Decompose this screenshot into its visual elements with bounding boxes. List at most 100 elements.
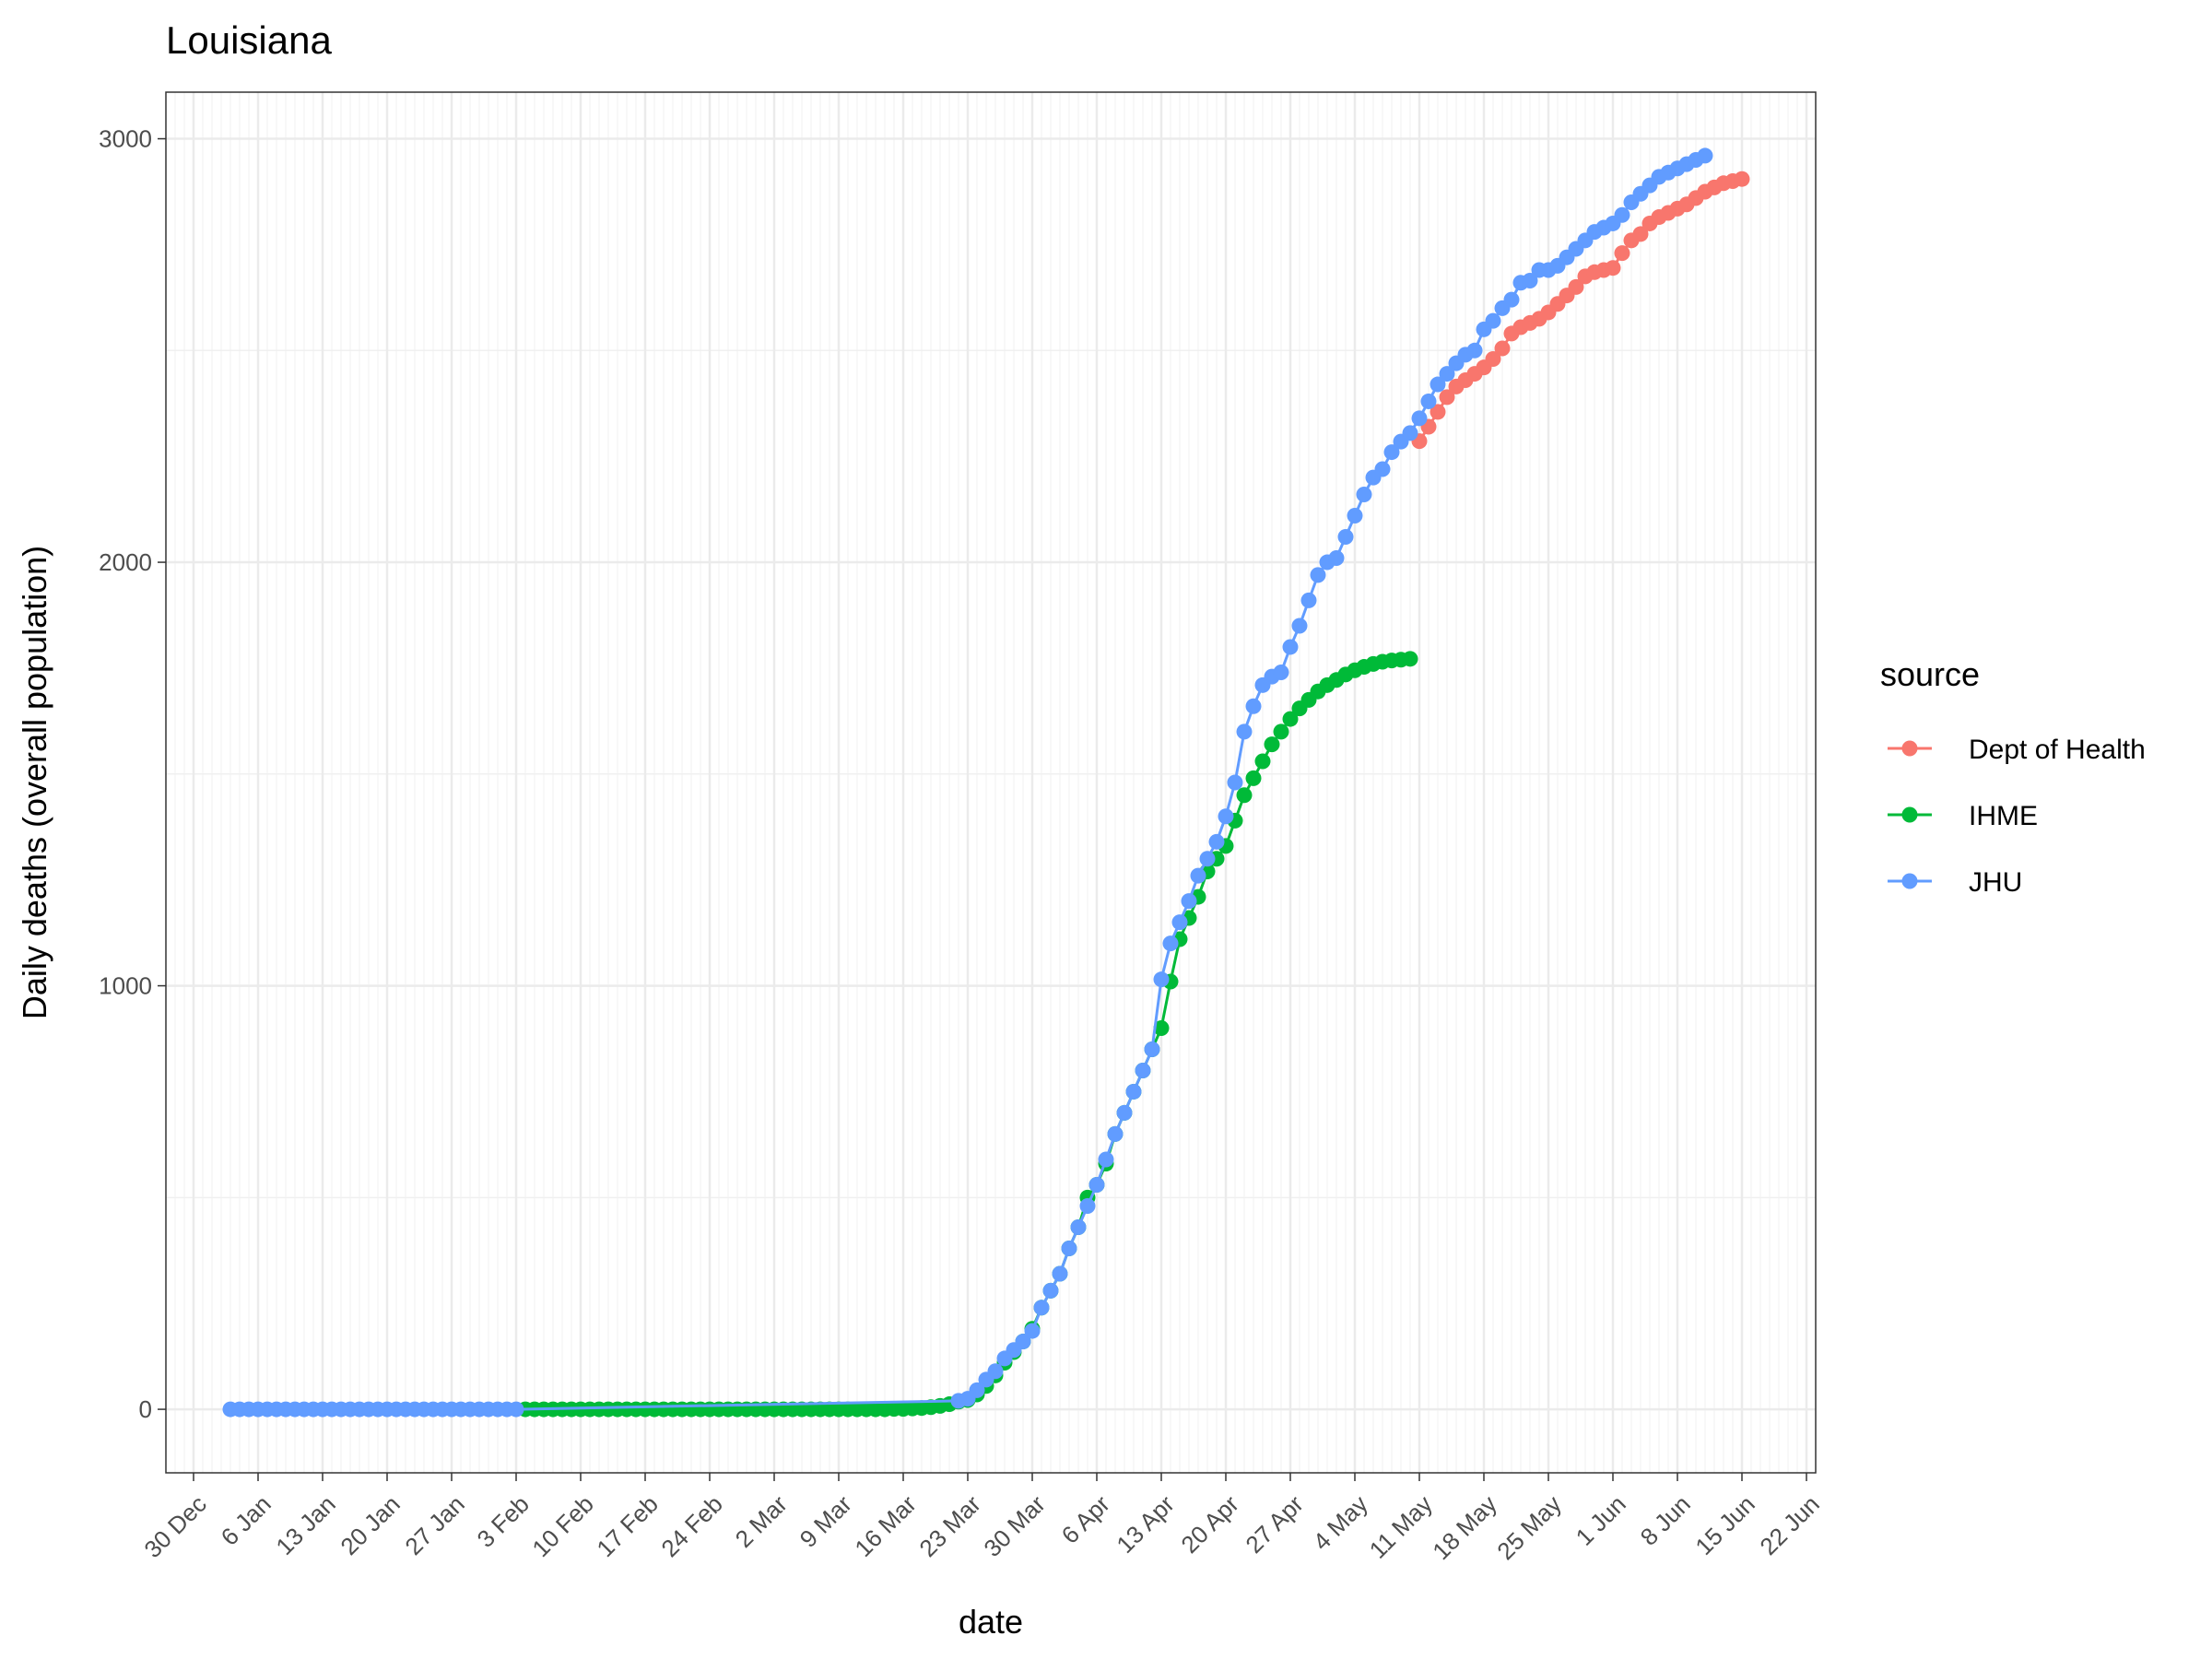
data-point [1236, 724, 1253, 740]
series-dept-of-health [1411, 171, 1750, 450]
y-tick-label: 1000 [99, 972, 152, 1000]
plot-border [165, 91, 1817, 1474]
data-point [1430, 376, 1446, 393]
data-point [1015, 1334, 1031, 1350]
x-tick-label: 22 Jun [1754, 1490, 1824, 1560]
x-tick-label: 27 Apr [1240, 1489, 1309, 1559]
data-point [1568, 278, 1584, 295]
x-tick-label: 30 Mar [978, 1489, 1051, 1562]
data-point [1697, 147, 1713, 164]
data-point [1033, 1300, 1050, 1316]
x-tick-label: 3 Feb [472, 1490, 535, 1553]
series-jhu [222, 147, 1713, 1418]
data-point [1208, 833, 1225, 850]
x-tick-label: 17 Feb [591, 1490, 663, 1562]
data-point [1347, 508, 1363, 524]
data-point [1254, 753, 1271, 770]
data-point [1236, 787, 1253, 804]
data-point [1485, 312, 1501, 329]
data-point [1485, 350, 1501, 367]
data-point [1245, 698, 1262, 714]
data-point [1162, 935, 1179, 952]
data-point [987, 1363, 1004, 1380]
major-gridlines [166, 92, 1816, 1473]
data-point [1430, 404, 1446, 420]
data-point [1070, 1218, 1087, 1235]
legend-key-point [1901, 806, 1918, 823]
data-point [1042, 1282, 1059, 1299]
data-point [1291, 618, 1308, 634]
data-point [1605, 260, 1621, 276]
data-point [1079, 1198, 1096, 1215]
data-point [1282, 711, 1299, 727]
x-tick-label: 6 Jan [216, 1490, 276, 1551]
data-point [1411, 410, 1428, 427]
data-point [1632, 226, 1649, 242]
legend-label: JHU [1969, 867, 2022, 898]
x-tick-label: 15 Jun [1689, 1490, 1759, 1560]
x-tick-label: 1 Jun [1571, 1490, 1631, 1551]
data-point [1024, 1323, 1041, 1339]
data-point [1614, 245, 1630, 262]
x-tick-label: 8 Jun [1635, 1490, 1696, 1551]
x-tick-label: 24 Feb [655, 1490, 727, 1562]
data-point [1402, 651, 1418, 667]
data-point [1135, 1062, 1151, 1078]
data-point [1734, 171, 1750, 187]
legend-label: Dept of Health [1969, 735, 2146, 765]
y-axis: 0 1000 2000 3000 [99, 125, 166, 1423]
legend-label: IHME [1969, 801, 2038, 831]
x-tick-label: 30 Dec [138, 1490, 211, 1563]
data-point [1245, 770, 1262, 786]
x-tick-label: 13 Jan [270, 1490, 340, 1560]
x-tick-label: 10 Feb [526, 1490, 598, 1562]
legend-item-jhu: JHU [1888, 867, 2022, 898]
data-point [1282, 639, 1299, 655]
data-point [1494, 340, 1511, 357]
x-tick-label: 2 Mar [730, 1489, 793, 1552]
data-point [1522, 272, 1538, 288]
data-point [1300, 592, 1317, 608]
x-tick-label: 4 May [1308, 1490, 1373, 1556]
x-tick-label: 9 Mar [794, 1489, 857, 1552]
data-point [1190, 867, 1206, 884]
data-point [1466, 342, 1483, 359]
data-point [1181, 893, 1197, 910]
y-tick-label: 2000 [99, 548, 152, 576]
y-tick-label: 3000 [99, 125, 152, 153]
data-point [1273, 665, 1289, 681]
data-point [1503, 291, 1520, 308]
data-point [1439, 366, 1455, 382]
legend-item-dept-of-health: Dept of Health [1888, 735, 2146, 765]
legend-key-point [1901, 873, 1918, 889]
data-point [1439, 389, 1455, 406]
data-point [1125, 1083, 1142, 1100]
x-tick-label: 6 Apr [1056, 1489, 1115, 1548]
data-point [1218, 808, 1234, 825]
data-point [1088, 1177, 1105, 1194]
legend-item-ihme: IHME [1888, 801, 2038, 831]
legend: source Dept of Health IHME JHU [1880, 655, 2146, 898]
legend-key-point [1901, 740, 1918, 757]
data-point [1273, 724, 1289, 740]
data-point [1402, 425, 1418, 441]
data-point [1328, 549, 1345, 566]
data-point [1153, 1020, 1170, 1037]
data-point [1107, 1125, 1124, 1142]
data-point [1356, 487, 1372, 503]
x-tick-label: 27 Jan [399, 1490, 469, 1560]
data-point [1116, 1104, 1133, 1121]
data-point [1614, 206, 1630, 223]
x-tick-label: 23 Mar [913, 1489, 986, 1562]
x-tick-label: 20 Jan [335, 1490, 405, 1560]
data-point [1199, 851, 1216, 867]
data-point [1227, 774, 1243, 791]
x-tick-label: 16 Mar [849, 1489, 922, 1562]
data-point [508, 1401, 524, 1418]
data-point [969, 1382, 985, 1398]
chart-title: Louisiana [166, 18, 332, 62]
x-tick-label: 13 Apr [1111, 1489, 1180, 1559]
data-point [1052, 1265, 1068, 1282]
